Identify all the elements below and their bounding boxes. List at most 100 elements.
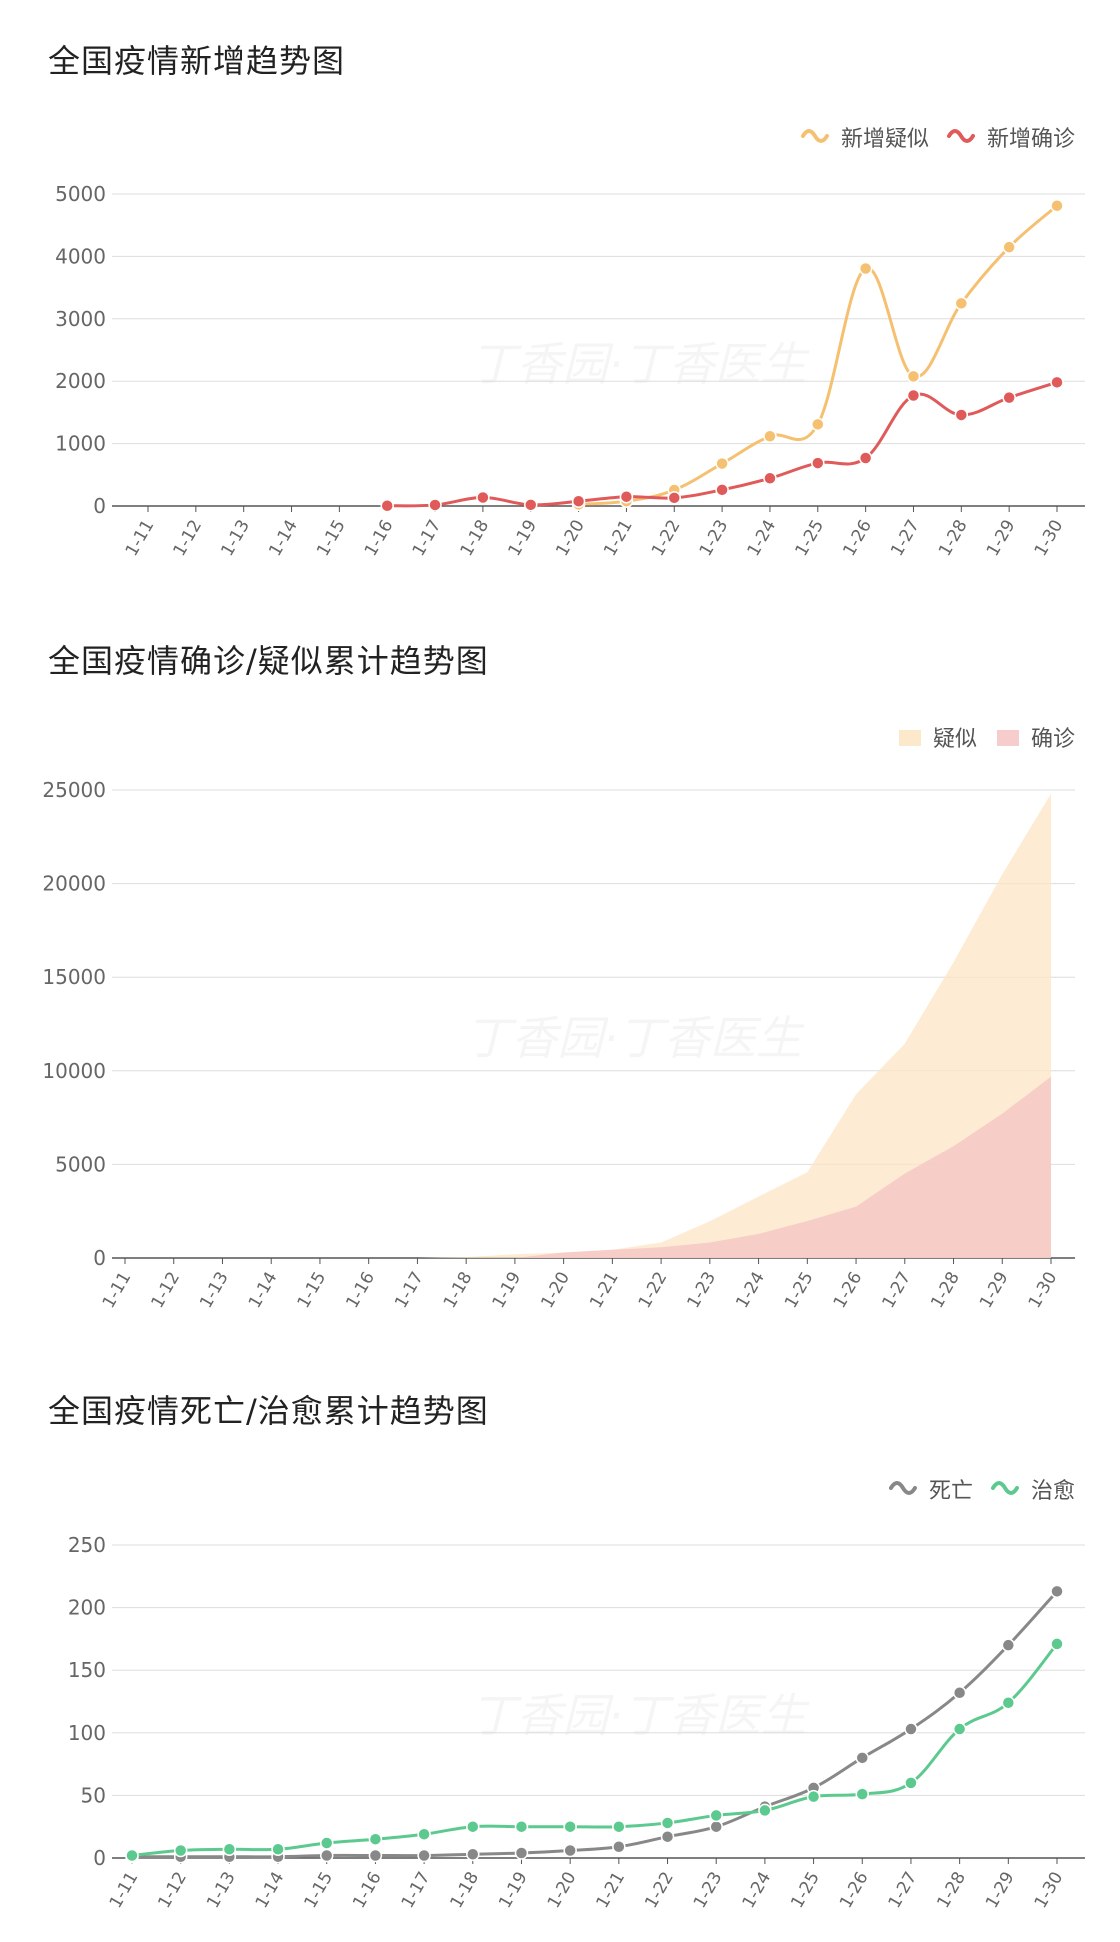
legend-label: 死亡 bbox=[929, 1479, 973, 1504]
data-point bbox=[855, 1787, 870, 1801]
data-point bbox=[1050, 375, 1064, 390]
y-tick-label: 0 bbox=[93, 1846, 106, 1870]
y-tick-label: 100 bbox=[68, 1721, 106, 1745]
legend-swatch bbox=[898, 730, 921, 746]
y-tick-label: 150 bbox=[68, 1658, 106, 1682]
legend-swatch bbox=[946, 129, 975, 143]
chart-2-plot: 丁香园·丁香医生05000100001500020000250001-111-1… bbox=[42, 727, 1075, 1312]
data-point bbox=[612, 1839, 626, 1854]
data-point bbox=[811, 417, 825, 432]
data-point bbox=[319, 1836, 334, 1850]
data-point bbox=[417, 1827, 431, 1841]
data-point bbox=[763, 471, 777, 486]
data-point bbox=[709, 1808, 723, 1823]
data-point bbox=[715, 456, 729, 471]
data-point bbox=[954, 408, 969, 422]
data-point bbox=[466, 1847, 480, 1861]
y-tick-label: 3000 bbox=[55, 307, 106, 331]
legend-swatch bbox=[888, 1481, 917, 1495]
data-point bbox=[758, 1803, 772, 1818]
x-tick-label: 1-13 bbox=[203, 1869, 240, 1912]
y-tick-label: 2000 bbox=[55, 369, 106, 393]
chart-1: 全国疫情新增趋势图 丁香园·丁香医生0100020003000400050001… bbox=[0, 0, 1120, 560]
y-tick-label: 1000 bbox=[55, 432, 106, 456]
data-point bbox=[368, 1848, 383, 1863]
data-point bbox=[1001, 1696, 1016, 1710]
x-tick-label: 1-30 bbox=[1031, 1869, 1068, 1912]
area-confirmed bbox=[125, 1076, 1051, 1258]
x-tick-label: 1-27 bbox=[885, 1869, 922, 1912]
data-point bbox=[514, 1819, 529, 1834]
y-tick-label: 5000 bbox=[55, 1152, 106, 1176]
data-point bbox=[763, 429, 777, 443]
legend-label: 新增疑似 bbox=[841, 127, 929, 152]
legend-swatch bbox=[996, 730, 1019, 746]
x-tick-label: 1-15 bbox=[300, 1869, 337, 1912]
data-point bbox=[906, 369, 921, 384]
y-tick-label: 0 bbox=[93, 1246, 106, 1270]
data-point bbox=[858, 261, 873, 276]
y-tick-label: 25000 bbox=[42, 778, 106, 802]
data-point bbox=[368, 1832, 383, 1846]
data-point bbox=[222, 1842, 237, 1856]
data-point bbox=[952, 1685, 967, 1700]
data-point bbox=[1001, 1638, 1016, 1652]
y-tick-label: 0 bbox=[93, 494, 106, 518]
data-point bbox=[1050, 198, 1064, 213]
y-tick-label: 50 bbox=[81, 1783, 106, 1807]
chart-1-title: 全国疫情新增趋势图 bbox=[48, 42, 346, 80]
data-point bbox=[660, 1829, 675, 1844]
data-point bbox=[1050, 1637, 1064, 1651]
y-tick-label: 4000 bbox=[55, 244, 106, 268]
x-tick-label: 1-23 bbox=[690, 1869, 727, 1912]
data-point bbox=[271, 1842, 285, 1856]
x-tick-label: 1-14 bbox=[252, 1869, 289, 1912]
data-point bbox=[806, 1789, 821, 1804]
data-point bbox=[612, 1819, 626, 1834]
data-point bbox=[1002, 240, 1016, 254]
y-tick-label: 200 bbox=[68, 1596, 106, 1620]
series-line-1 bbox=[131, 1642, 1059, 1857]
legend-swatch bbox=[800, 129, 829, 143]
x-tick-label: 1-29 bbox=[982, 1869, 1019, 1912]
x-tick-label: 1-26 bbox=[836, 1869, 873, 1912]
data-point bbox=[667, 491, 682, 505]
data-point bbox=[855, 1751, 870, 1765]
y-tick-label: 5000 bbox=[55, 182, 106, 206]
legend-label: 疑似 bbox=[933, 727, 977, 752]
data-point bbox=[476, 490, 490, 505]
x-tick-label: 1-28 bbox=[933, 1869, 970, 1912]
x-tick-label: 1-12 bbox=[154, 1869, 191, 1912]
data-point bbox=[319, 1848, 334, 1863]
chart-2-title: 全国疫情确诊/疑似累计趋势图 bbox=[48, 642, 489, 680]
data-point bbox=[709, 1819, 723, 1834]
data-point bbox=[428, 498, 442, 512]
y-tick-label: 250 bbox=[68, 1533, 106, 1557]
x-tick-label: 1-19 bbox=[495, 1869, 532, 1912]
data-point bbox=[571, 494, 586, 508]
legend-label: 治愈 bbox=[1031, 1479, 1075, 1504]
data-point bbox=[1002, 390, 1016, 405]
chart-2: 全国疫情确诊/疑似累计趋势图 丁香园·丁香医生05000100001500020… bbox=[42, 642, 1075, 1312]
data-point bbox=[858, 451, 873, 465]
x-tick-label: 1-11 bbox=[106, 1869, 143, 1912]
x-tick-label: 1-24 bbox=[739, 1869, 776, 1912]
data-point bbox=[417, 1848, 431, 1863]
data-point bbox=[380, 499, 394, 513]
x-tick-label: 1-17 bbox=[398, 1869, 435, 1912]
x-tick-label: 1-25 bbox=[787, 1869, 824, 1912]
data-point bbox=[904, 1722, 918, 1736]
x-tick-label: 1-18 bbox=[447, 1869, 484, 1912]
data-point bbox=[173, 1843, 188, 1858]
data-point bbox=[523, 498, 538, 512]
legend-swatch bbox=[990, 1481, 1019, 1495]
data-point bbox=[811, 456, 825, 470]
data-point bbox=[660, 1816, 675, 1830]
legend-label: 新增确诊 bbox=[987, 127, 1075, 152]
y-tick-label: 15000 bbox=[42, 965, 106, 989]
y-tick-label: 20000 bbox=[42, 872, 106, 896]
x-tick-label: 1-20 bbox=[544, 1869, 581, 1912]
data-point bbox=[1050, 1584, 1064, 1599]
